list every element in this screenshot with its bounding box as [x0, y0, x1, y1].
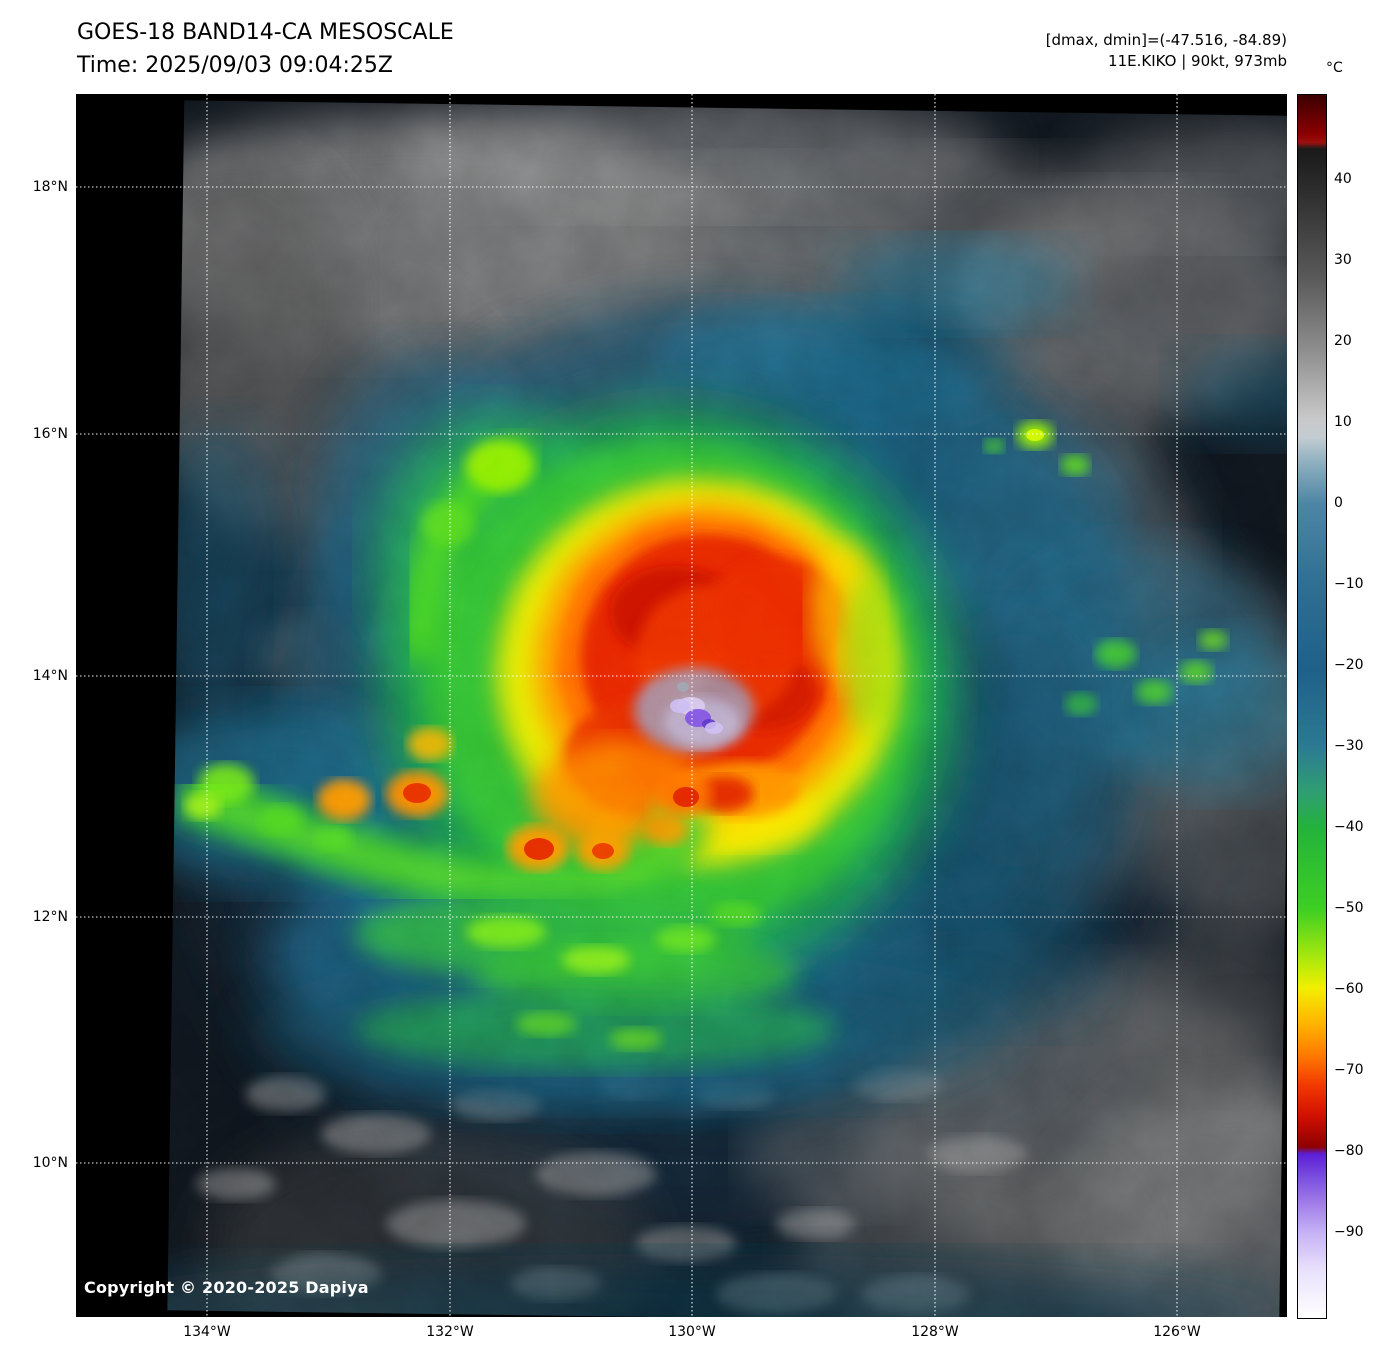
lat-label-18n: 18°N	[32, 179, 68, 195]
copyright-text: Copyright © 2020-2025 Dapiya	[84, 1278, 369, 1297]
figure-time: Time: 2025/09/03 09:04:25Z	[77, 53, 393, 78]
grid-layer	[76, 94, 1287, 1317]
colorbar-tick: −90	[1334, 1224, 1364, 1240]
lon-label-132w: 132°W	[426, 1324, 474, 1340]
colorbar-tick: −50	[1334, 900, 1364, 916]
colorbar-unit: °C	[1326, 60, 1343, 76]
colorbar-tick: −20	[1334, 657, 1364, 673]
lat-label-16n: 16°N	[32, 426, 68, 442]
colorbar-tick: −70	[1334, 1062, 1364, 1078]
colorbar-tick: 10	[1334, 414, 1352, 430]
colorbar-tick: −60	[1334, 981, 1364, 997]
lon-label-128w: 128°W	[911, 1324, 959, 1340]
colorbar-tick: −30	[1334, 738, 1364, 754]
lat-label-10n: 10°N	[32, 1155, 68, 1171]
colorbar-tick: −10	[1334, 576, 1364, 592]
lon-label-126w: 126°W	[1153, 1324, 1201, 1340]
colorbar-tick: 20	[1334, 333, 1352, 349]
colorbar-tick: −80	[1334, 1143, 1364, 1159]
header-right: [dmax, dmin]=(-47.516, -84.89) 11E.KIKO …	[1046, 30, 1287, 72]
colorbar-tick: 0	[1334, 495, 1343, 511]
lon-label-130w: 130°W	[668, 1324, 716, 1340]
satellite-plot: Copyright © 2020-2025 Dapiya	[76, 94, 1297, 1326]
colorbar-tick: 40	[1334, 171, 1352, 187]
colorbar-tick: −40	[1334, 819, 1364, 835]
storm-info-label: 11E.KIKO | 90kt, 973mb	[1108, 52, 1287, 70]
satellite-svg	[76, 94, 1297, 1326]
imagery-layer	[167, 100, 1297, 1326]
lat-label-14n: 14°N	[32, 668, 68, 684]
lat-label-12n: 12°N	[32, 909, 68, 925]
dmax-dmin-label: [dmax, dmin]=(-47.516, -84.89)	[1045, 31, 1287, 49]
lon-label-134w: 134°W	[183, 1324, 231, 1340]
colorbar-tick: 30	[1334, 252, 1352, 268]
colorbar-gradient	[1297, 94, 1327, 1319]
figure-title: GOES-18 BAND14-CA MESOSCALE	[77, 20, 454, 45]
header-left: GOES-18 BAND14-CA MESOSCALE Time: 2025/0…	[77, 16, 454, 82]
